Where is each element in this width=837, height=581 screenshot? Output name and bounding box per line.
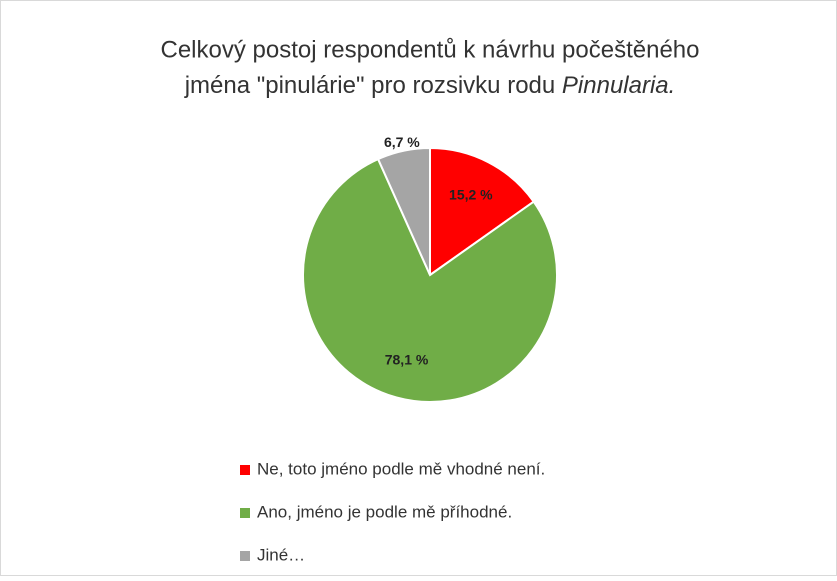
- chart-title-italic: Pinnularia.: [562, 72, 675, 99]
- legend-swatch: [240, 465, 250, 475]
- data-label: 78,1 %: [385, 351, 429, 367]
- data-label: 6,7 %: [384, 134, 420, 150]
- legend-label: Ano, jméno je podle mě příhodné.: [257, 502, 512, 521]
- data-label: 15,2 %: [449, 187, 493, 203]
- legend-label: Jiné…: [257, 545, 305, 564]
- chart-title-part: jména "pinulárie" pro rozsivku rodu: [184, 72, 562, 99]
- chart-title: jména "pinulárie" pro rozsivku rodu Pinn…: [184, 72, 676, 99]
- pie-slice: [429, 146, 536, 277]
- pie-slice: [302, 157, 558, 403]
- legend-label: Ne, toto jméno podle mě vhodné není.: [257, 459, 545, 478]
- chart-title: Celkový postoj respondentů k návrhu poče…: [160, 36, 699, 63]
- legend-swatch: [240, 551, 250, 561]
- legend-swatch: [240, 508, 250, 518]
- pie-slice: [376, 146, 431, 276]
